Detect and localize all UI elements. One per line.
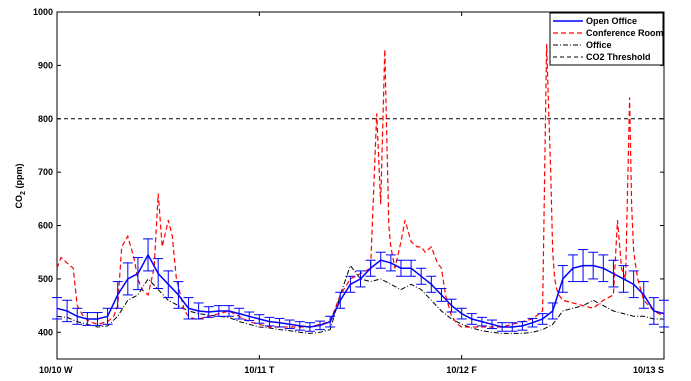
legend-label-open-office: Open Office <box>586 16 637 26</box>
y-tick-label: 500 <box>38 274 53 284</box>
y-tick-label: 700 <box>38 167 53 177</box>
series-line <box>56 43 665 328</box>
x-tick-label: 10/13 S <box>633 365 664 375</box>
y-tick-label: 600 <box>38 221 53 231</box>
series-open-office <box>52 238 669 332</box>
series-line <box>56 264 664 334</box>
y-axis-title: CO2 (ppm) <box>14 164 27 209</box>
y-tick-label: 400 <box>38 327 53 337</box>
series-office <box>56 264 664 334</box>
plot-area <box>56 11 665 360</box>
legend: Open Office Conference Room Office CO2 T… <box>549 12 664 66</box>
legend-label-conference-room: Conference Room <box>586 28 664 38</box>
y-tick-label: 900 <box>38 60 53 70</box>
x-tick-label: 10/11 T <box>244 365 275 375</box>
y-tick-label: 800 <box>38 114 53 124</box>
x-tick-label: 10/12 F <box>446 365 477 375</box>
ticks-layer: 400 500 600 700 800 900 1000 10/10 W 10/11 T 10/1… <box>33 7 665 375</box>
y-tick-label: 1000 <box>33 7 53 17</box>
series-layer <box>52 43 669 334</box>
y-axis-title-unit: (ppm) <box>14 164 24 192</box>
x-tick-label: 10/10 W <box>39 365 73 375</box>
series-conference-room <box>56 43 665 328</box>
y-axis-title-co: CO <box>14 195 24 209</box>
legend-label-office: Office <box>586 40 612 50</box>
y-axis-title-sub: 2 <box>20 191 27 195</box>
legend-label-threshold: CO2 Threshold <box>586 52 651 62</box>
